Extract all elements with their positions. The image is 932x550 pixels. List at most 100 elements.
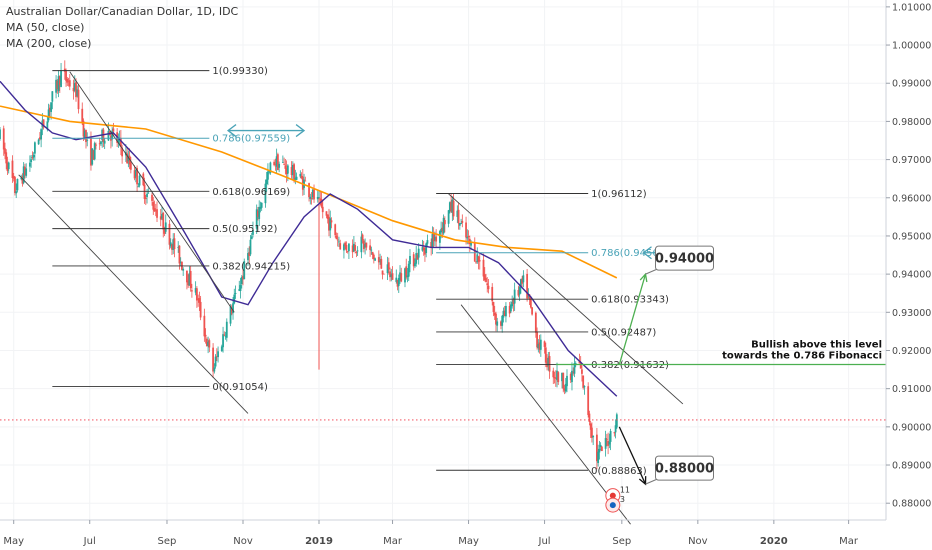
candle-body bbox=[346, 250, 349, 252]
price-tick-label: 1.00000 bbox=[892, 41, 931, 52]
candle-body bbox=[531, 307, 533, 315]
candle-body bbox=[521, 278, 524, 284]
candle-body bbox=[178, 245, 181, 264]
candle-body bbox=[491, 286, 494, 302]
candle-body bbox=[22, 166, 25, 183]
candle-body bbox=[212, 347, 214, 372]
candle-body bbox=[415, 253, 418, 264]
price-tick-label: 0.91000 bbox=[892, 384, 931, 395]
candle-body bbox=[344, 242, 347, 246]
candle-body bbox=[409, 255, 411, 265]
candle-body bbox=[164, 222, 167, 232]
candle-body bbox=[29, 162, 31, 167]
candle-body bbox=[561, 372, 563, 382]
candle-body bbox=[414, 263, 416, 267]
ma-200-label[interactable]: MA (200, close) bbox=[6, 37, 92, 50]
candle-body bbox=[371, 251, 374, 255]
candle-body bbox=[92, 150, 95, 160]
candle-body bbox=[66, 79, 69, 83]
candle-body bbox=[605, 438, 608, 440]
candle-body bbox=[343, 244, 345, 251]
candle-body bbox=[432, 232, 435, 242]
candle-body bbox=[513, 289, 516, 304]
candle-body bbox=[24, 166, 26, 176]
candle-body bbox=[396, 279, 399, 287]
candle-body bbox=[50, 102, 52, 112]
candle-body bbox=[65, 70, 67, 81]
candle-body bbox=[519, 279, 522, 287]
projection-arrow bbox=[618, 273, 647, 365]
projection-arrow bbox=[618, 426, 647, 485]
candle-body bbox=[5, 152, 8, 164]
time-tick-label: Sep bbox=[158, 536, 177, 547]
price-tick-label: 0.97000 bbox=[892, 155, 931, 166]
candle-body bbox=[240, 277, 243, 285]
candle-body bbox=[232, 303, 234, 314]
candle-body bbox=[544, 347, 547, 363]
candle-body bbox=[293, 164, 295, 182]
candle-body bbox=[447, 210, 450, 224]
candle-body bbox=[460, 222, 462, 225]
annotation-text: towards the 0.786 Fibonacci bbox=[722, 351, 882, 362]
candle-body bbox=[299, 173, 302, 177]
candle-body bbox=[416, 254, 419, 260]
candle-body bbox=[300, 175, 303, 179]
candle-body bbox=[189, 270, 192, 289]
candle-body bbox=[442, 217, 445, 234]
candle-body bbox=[348, 243, 350, 252]
ma-50-label[interactable]: MA (50, close) bbox=[6, 21, 85, 34]
candle-body bbox=[435, 236, 438, 242]
candle-body bbox=[7, 162, 10, 170]
candle-body bbox=[495, 313, 497, 325]
fib-level-label: 0.382(0.91632) bbox=[591, 360, 669, 371]
candle-body bbox=[377, 257, 380, 263]
fib-level-label: 0(0.91054) bbox=[212, 382, 268, 393]
candle-body bbox=[582, 375, 585, 388]
candle-body bbox=[604, 438, 607, 449]
time-axis[interactable]: May Jul Sep Nov 2019 Mar May Jul Sep Nov 2020 Mar bbox=[0, 519, 886, 547]
candle-body bbox=[238, 289, 241, 291]
candle-body bbox=[487, 285, 490, 290]
candle-body bbox=[336, 239, 339, 241]
candle-body bbox=[274, 163, 277, 165]
candle-body bbox=[538, 342, 541, 350]
candle-body bbox=[136, 168, 138, 185]
candle-body bbox=[391, 273, 394, 280]
candle-body bbox=[450, 201, 452, 212]
candle-body bbox=[556, 370, 558, 381]
candle-body bbox=[143, 184, 146, 199]
candle-body bbox=[493, 312, 496, 316]
price-tick-label: 0.93000 bbox=[892, 308, 931, 319]
candle-body bbox=[609, 431, 612, 442]
candle-body bbox=[534, 312, 537, 333]
candle-body bbox=[301, 176, 304, 190]
candle-body bbox=[0, 129, 1, 139]
candle-body bbox=[311, 189, 314, 198]
candle-body bbox=[260, 202, 263, 208]
ma-50-line bbox=[0, 80, 618, 397]
candle-body bbox=[111, 130, 114, 140]
candle-body bbox=[505, 305, 507, 317]
candle-body bbox=[229, 306, 232, 324]
price-tick-label: 1.01000 bbox=[892, 2, 931, 13]
candle-body bbox=[461, 220, 464, 223]
candle-body bbox=[203, 315, 206, 337]
candle-body bbox=[483, 274, 486, 281]
time-tick-label: Mar bbox=[839, 536, 859, 547]
candle-body bbox=[224, 335, 227, 337]
candle-body bbox=[426, 240, 429, 244]
candle-body bbox=[86, 139, 89, 141]
candle-body bbox=[325, 211, 328, 216]
candle-body bbox=[60, 70, 62, 87]
candle-body bbox=[255, 209, 258, 229]
candle-body bbox=[380, 258, 383, 269]
candlesticks bbox=[0, 60, 618, 470]
candle-body bbox=[338, 241, 340, 243]
symbol-title[interactable]: Australian Dollar/Canadian Dollar, 1D, I… bbox=[6, 5, 239, 18]
price-axis[interactable]: 0.88000 0.89000 0.90000 0.91000 0.92000 0.930… bbox=[885, 0, 932, 550]
fib-level-label: 1(0.96112) bbox=[591, 189, 647, 200]
candle-body bbox=[600, 446, 603, 452]
candle-body bbox=[335, 235, 338, 240]
candle-body bbox=[452, 200, 455, 217]
